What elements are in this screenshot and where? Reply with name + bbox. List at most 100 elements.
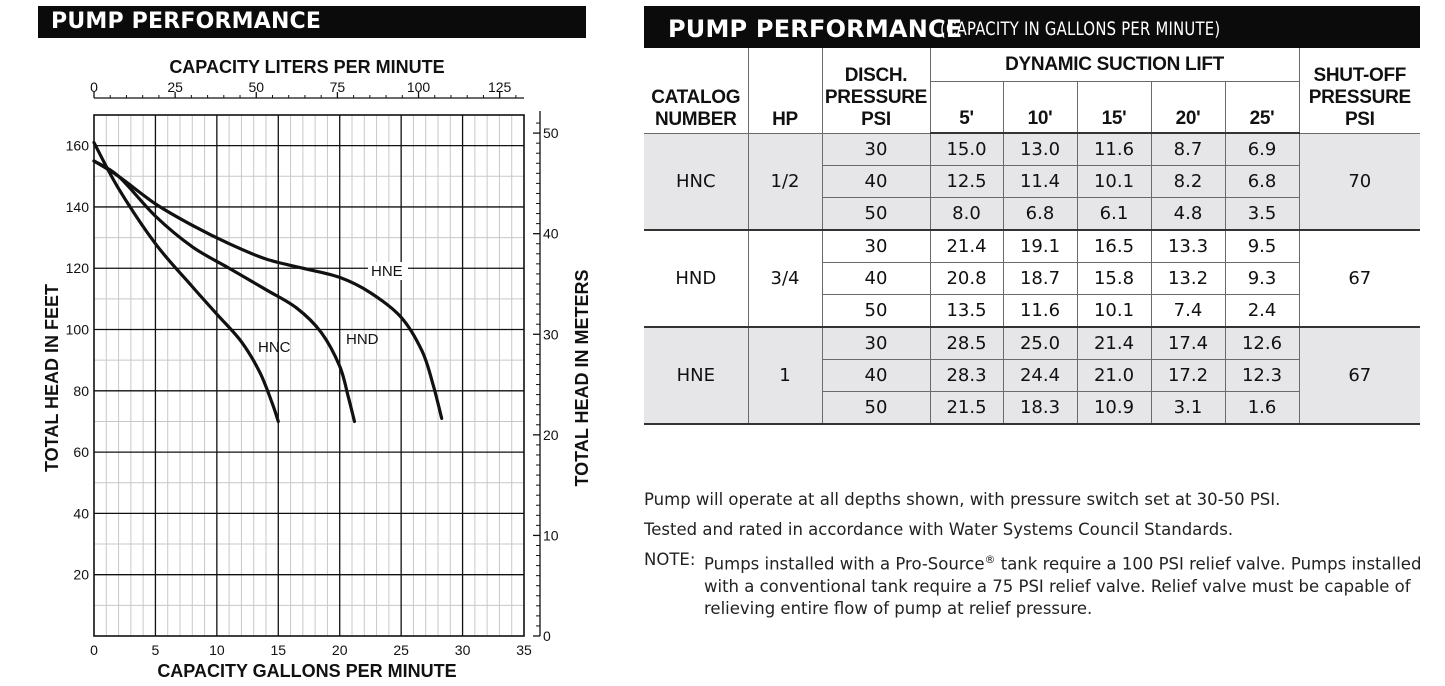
header-lift-5: 5' [930, 81, 1004, 134]
x-tick-label: 15 [270, 642, 286, 658]
shutoff-cell: 67 [1298, 326, 1421, 425]
right-axis-title: TOTAL HEAD IN METERS [572, 269, 592, 486]
table-row: 50 8.0 6.8 6.1 4.8 3.5 [644, 197, 1420, 231]
chart-title-banner: PUMP PERFORMANCE [38, 6, 586, 38]
hp-cell: 1 [747, 326, 823, 425]
flow-cell: 21.0 [1076, 359, 1152, 392]
table-row: 50 21.5 18.3 10.9 3.1 1.6 [644, 391, 1420, 425]
y2-tick-label: 40 [543, 226, 559, 242]
curve-label-hne: HNE [371, 263, 403, 280]
flow-cell: 19.1 [1002, 229, 1078, 263]
note-relief-valve: NOTE: Pumps installed with a Pro-Source®… [644, 549, 1424, 620]
header-shutoff-pressure: SHUT-OFF PRESSURE PSI [1298, 48, 1421, 134]
table-row: HNC 1/2 30 15.0 13.0 11.6 8.7 6.9 70 [644, 132, 1421, 231]
catalog-cell: HNE [644, 326, 749, 425]
chart-title: PUMP PERFORMANCE [51, 9, 322, 34]
table-subtitle: (CAPACITY IN GALLONS PER MINUTE) [940, 18, 1221, 40]
table-row: 40 12.5 11.4 10.1 8.2 6.8 [644, 165, 1420, 198]
flow-cell: 11.6 [1002, 294, 1078, 328]
flow-cell: 10.1 [1076, 165, 1152, 198]
curve-label-hnd: HND [346, 331, 379, 348]
psi-cell: 30 [821, 326, 931, 360]
y2-tick-label: 20 [543, 427, 559, 443]
psi-cell: 50 [822, 391, 931, 425]
flow-cell: 13.5 [929, 294, 1004, 328]
flow-cell: 6.9 [1224, 132, 1300, 166]
plot-frame [93, 114, 525, 637]
y-tick-label: 120 [66, 260, 90, 276]
flow-cell: 10.9 [1076, 391, 1152, 425]
flow-cell: 6.1 [1076, 197, 1152, 231]
header-dynamic-suction-lift: DYNAMIC SUCTION LIFT [929, 48, 1300, 82]
flow-cell: 10.1 [1076, 294, 1152, 328]
note-rating: Tested and rated in accordance with Wate… [644, 520, 1234, 539]
y-tick-label: 140 [66, 199, 90, 215]
y-tick-label: 20 [73, 567, 89, 583]
catalog-cell: HNC [644, 132, 749, 231]
flow-cell: 3.1 [1150, 391, 1226, 425]
x2-tick-label: 50 [248, 79, 264, 95]
flow-cell: 7.4 [1150, 294, 1226, 328]
flow-cell: 1.6 [1224, 391, 1300, 425]
hp-cell: 1/2 [747, 132, 823, 231]
header-catalog-number: CATALOG NUMBER [644, 48, 749, 134]
flow-cell: 18.7 [1002, 262, 1078, 295]
catalog-cell: HND [644, 229, 749, 328]
flow-cell: 9.5 [1224, 229, 1300, 263]
flow-cell: 9.3 [1224, 262, 1300, 295]
notes: Pump will operate at all depths shown, w… [644, 489, 1424, 620]
header-lift-25: 25' [1224, 81, 1300, 134]
curve-label-bg [368, 262, 408, 280]
y2-tick-label: 0 [543, 628, 551, 644]
flow-cell: 8.2 [1150, 165, 1226, 198]
bottom-axis-title: CAPACITY GALLONS PER MINUTE [157, 661, 456, 681]
flow-cell: 13.0 [1002, 132, 1078, 166]
psi-cell: 30 [821, 229, 931, 263]
flow-cell: 17.2 [1150, 359, 1226, 392]
x2-tick-label: 25 [167, 79, 183, 95]
psi-cell: 40 [822, 359, 931, 392]
header-discharge-pressure: DISCH. PRESSURE PSI [821, 48, 931, 134]
header-lift-10: 10' [1002, 81, 1078, 134]
note-text-2: tank require a 100 PSI relief valve. Pum… [704, 554, 1422, 618]
flow-cell: 21.4 [1076, 326, 1152, 360]
flow-cell: 28.5 [929, 326, 1004, 360]
flow-cell: 6.8 [1224, 165, 1300, 198]
table-title-banner: PUMP PERFORMANCE (CAPACITY IN GALLONS PE… [644, 6, 1420, 48]
curve-label-hnc: HNC [258, 339, 291, 356]
shutoff-cell: 67 [1298, 229, 1421, 328]
x-tick-label: 0 [90, 642, 98, 658]
flow-cell: 16.5 [1076, 229, 1152, 263]
flow-cell: 6.8 [1002, 197, 1078, 231]
pump-performance-table: CATALOG NUMBER HP DISCH. PRESSURE PSI DY… [644, 48, 1421, 425]
table-row: 40 20.8 18.7 15.8 13.2 9.3 [644, 262, 1420, 295]
x-tick-label: 10 [209, 642, 225, 658]
y-tick-label: 100 [66, 322, 90, 338]
flow-cell: 11.6 [1076, 132, 1152, 166]
flow-cell: 15.0 [929, 132, 1004, 166]
left-axis-title: TOTAL HEAD IN FEET [42, 284, 62, 472]
y-tick-label: 60 [73, 444, 89, 460]
flow-cell: 13.2 [1150, 262, 1226, 295]
flow-cell: 28.3 [929, 359, 1004, 392]
registered-mark: ® [984, 553, 996, 566]
curve-hnc [92, 140, 280, 424]
x2-tick-label: 125 [488, 79, 512, 95]
curve-hnd [92, 159, 357, 424]
flow-cell: 25.0 [1002, 326, 1078, 360]
flow-cell: 11.4 [1002, 165, 1078, 198]
note-label: NOTE: [644, 550, 696, 569]
flow-cell: 21.4 [929, 229, 1004, 263]
table-row: 40 28.3 24.4 21.0 17.2 12.3 [644, 359, 1420, 392]
header-lift-15: 15' [1076, 81, 1152, 134]
curve-hne [92, 159, 444, 421]
note-operation: Pump will operate at all depths shown, w… [644, 490, 1281, 509]
flow-cell: 8.0 [929, 197, 1004, 231]
y2-tick-label: 50 [543, 125, 559, 141]
flow-cell: 13.3 [1150, 229, 1226, 263]
header-lift-20: 20' [1150, 81, 1226, 134]
flow-cell: 3.5 [1224, 197, 1300, 231]
psi-cell: 50 [822, 197, 931, 231]
y-tick-label: 40 [73, 505, 89, 521]
x2-tick-label: 75 [330, 79, 346, 95]
